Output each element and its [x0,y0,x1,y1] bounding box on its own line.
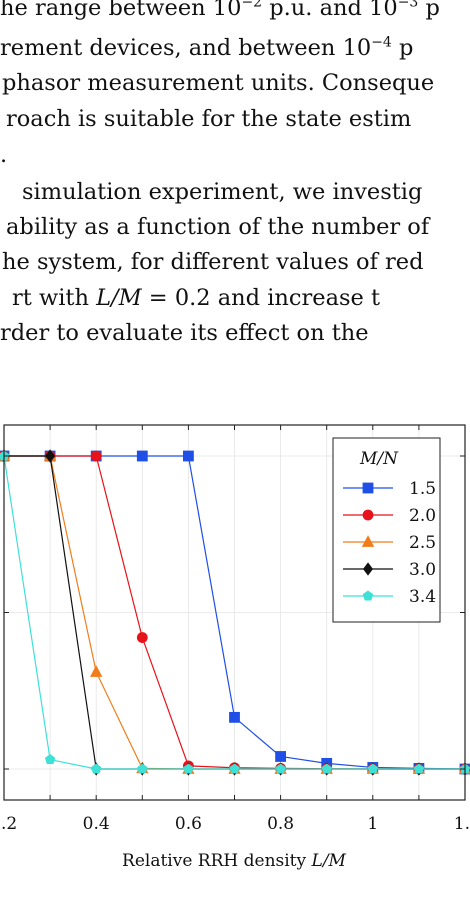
data-point-marker [90,450,102,462]
text-fragment: = 0.2 and increase t [141,285,381,311]
data-point-marker [362,482,374,494]
text-line-4: roach is suitable for the state estim [6,106,412,132]
data-point-marker [229,711,240,723]
data-point-marker [183,763,194,774]
data-point-marker [182,450,194,462]
text-line-3: phasor measurement units. Conseque [2,70,435,96]
legend-label: 3.4 [409,587,436,607]
text-fragment: 10 [369,0,398,21]
text-line-1: he range between 10−2 p.u. and 10−3 p [0,0,440,23]
text-fragment: rement devices, and between [0,35,343,61]
data-point-marker [45,449,56,463]
legend-label: 1.5 [409,479,436,499]
text-fragment: p.u. and [262,0,370,21]
text-fragment: 10 [212,0,242,21]
legend-label: 3.0 [409,560,436,580]
legend-entry: 2.5 [343,533,436,553]
math-fragment: L/M [96,285,142,311]
legend-label: 2.0 [409,506,436,526]
superscript: −2 [241,0,263,11]
data-point-marker [137,763,148,774]
data-point-marker [367,763,379,774]
text-fragment: p [391,35,414,61]
text-line-9: rt with L/M = 0.2 and increase t [12,283,380,313]
x-tick-label: 1. [454,814,470,834]
x-axis-label-math: L/M [311,851,347,871]
text-line-8: he system, for different values of red [2,249,424,275]
data-point-marker [229,763,240,774]
ticks-layer: .2 0.4 0.6 0.8 1 1. [1,425,470,834]
x-tick-label: 0.8 [267,814,294,834]
text-line-2: rement devices, and between 10−4 p [0,33,413,63]
text-fragment: he range between [0,0,213,21]
text-fragment: rt with [12,285,97,311]
data-point-marker [136,632,148,643]
legend-entry: 3.4 [343,587,436,607]
legend-entry: 2.0 [343,506,436,526]
text-line-5: . [0,142,8,168]
text-fragment: 10 [342,35,372,61]
text-line-10: rder to evaluate its effect on the [0,320,369,346]
text-fragment: p [418,0,440,21]
superscript: −4 [371,34,392,51]
legend-entry: 3.0 [343,560,436,580]
legend: M/N 1.5 2.0 2.5 3.0 3.4 [332,437,441,623]
data-point-marker [361,535,375,547]
series-layer [0,449,470,776]
data-point-marker [90,763,102,774]
legend-title: M/N [359,449,399,469]
data-point-marker [362,590,374,601]
x-axis-label-words: Relative RRH density [122,851,312,871]
data-point-marker [321,763,332,774]
data-point-marker [275,763,286,774]
data-point-marker [363,562,373,576]
x-tick-label: 0.4 [83,814,110,834]
legend-box [332,437,441,623]
data-point-marker [136,450,148,462]
legend-label: 2.5 [409,533,436,553]
x-tick-label: 1 [367,814,378,834]
x-axis-label: Relative RRH density L/M [122,851,347,871]
text-line-7: ability as a function of the number of [6,214,430,240]
legend-entries: 1.5 2.0 2.5 3.0 3.4 [343,479,436,607]
text-line-6: simulation experiment, we investig [22,179,423,205]
series-3.4 [0,450,470,774]
data-point-marker [413,763,425,774]
superscript: −3 [397,0,419,11]
data-point-marker [275,751,287,762]
x-tick-label: 0.6 [175,814,202,834]
data-point-marker [362,509,374,521]
legend-entry: 1.5 [343,479,436,499]
x-axis-label-text: Relative RRH density L/M [122,851,347,871]
x-tick-label: .2 [1,814,17,834]
data-point-marker [90,665,103,677]
data-point-marker [44,754,56,765]
